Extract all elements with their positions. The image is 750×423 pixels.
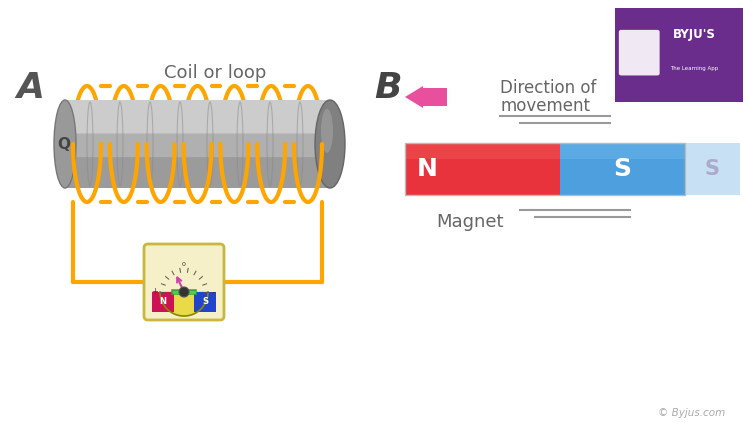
Text: © Byjus.com: © Byjus.com bbox=[658, 408, 725, 418]
FancyBboxPatch shape bbox=[144, 244, 224, 320]
Text: N: N bbox=[416, 157, 437, 181]
Bar bbox=[405, 143, 560, 159]
Polygon shape bbox=[160, 292, 208, 316]
Ellipse shape bbox=[315, 100, 345, 188]
Text: 0: 0 bbox=[182, 262, 186, 267]
FancyBboxPatch shape bbox=[65, 100, 330, 133]
Ellipse shape bbox=[54, 100, 76, 188]
Text: B: B bbox=[374, 71, 402, 105]
FancyBboxPatch shape bbox=[65, 157, 330, 188]
Bar bbox=[685, 143, 740, 195]
Text: The Learning App: The Learning App bbox=[670, 66, 718, 71]
Text: Q: Q bbox=[58, 137, 70, 151]
FancyBboxPatch shape bbox=[610, 5, 748, 105]
Text: Direction of: Direction of bbox=[500, 79, 596, 97]
Text: N: N bbox=[160, 297, 166, 307]
Bar bbox=[560, 143, 685, 159]
Ellipse shape bbox=[321, 109, 333, 153]
Bar bbox=[405, 143, 560, 195]
Text: +: + bbox=[152, 288, 158, 297]
Text: Magnet: Magnet bbox=[436, 213, 504, 231]
Text: Coil or loop: Coil or loop bbox=[164, 64, 266, 82]
Text: S: S bbox=[614, 157, 632, 181]
Text: S: S bbox=[202, 297, 208, 307]
Bar bbox=[152, 292, 174, 312]
Ellipse shape bbox=[179, 287, 189, 297]
Text: movement: movement bbox=[500, 97, 590, 115]
FancyBboxPatch shape bbox=[619, 30, 660, 75]
Text: -: - bbox=[211, 287, 214, 297]
Text: S: S bbox=[705, 159, 720, 179]
FancyBboxPatch shape bbox=[65, 100, 330, 188]
FancyArrow shape bbox=[405, 86, 447, 108]
Bar bbox=[560, 143, 685, 195]
Bar bbox=[405, 143, 685, 195]
Text: BYJU'S: BYJU'S bbox=[673, 28, 716, 41]
Bar bbox=[194, 292, 216, 312]
Text: A: A bbox=[16, 71, 44, 105]
